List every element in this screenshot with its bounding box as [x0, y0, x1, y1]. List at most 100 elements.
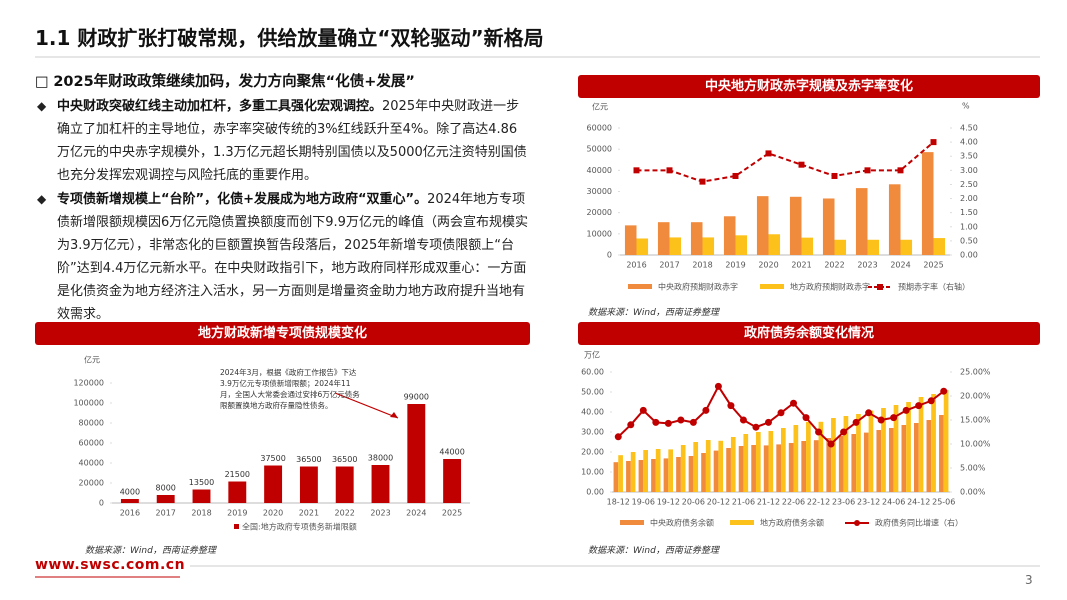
- y-tick-label: 30.00: [581, 428, 604, 437]
- legend-label: 全国:地方政府专项债务新增限额: [242, 522, 357, 532]
- bar: [690, 222, 703, 255]
- line-marker: [877, 416, 885, 424]
- bar: [914, 423, 919, 492]
- x-tick-label: 2016: [626, 261, 646, 270]
- x-tick-label: 2023: [370, 509, 390, 518]
- line-marker: [677, 416, 685, 424]
- bar: [921, 152, 934, 255]
- legend-swatch: [730, 520, 754, 525]
- value-label: 44000: [439, 448, 464, 457]
- section-text: 2025年财政政策继续加码，发力方向聚焦“化债+发展”: [53, 74, 415, 90]
- y-tick-label: 40.00: [581, 408, 604, 417]
- x-tick-label: 21-12: [757, 498, 780, 507]
- y2-tick-label: 4.00: [960, 138, 978, 147]
- bar: [680, 445, 686, 492]
- bar: [822, 198, 835, 255]
- x-tick-label: 18-12: [607, 498, 630, 507]
- line-marker: [802, 414, 810, 422]
- legend-label: 预期赤字率（右轴）: [898, 282, 970, 292]
- line-marker: [639, 406, 647, 414]
- y-tick-label: 60.00: [581, 368, 604, 377]
- bar: [371, 465, 390, 503]
- line-marker: [930, 139, 937, 146]
- chart-header: 中央地方财政赤字规模及赤字率变化: [578, 75, 1040, 98]
- bar: [756, 196, 769, 255]
- x-tick-label: 2017: [156, 509, 176, 518]
- bullet-bold: 中央财政突破红线主动加杠杆，多重工具强化宏观调控。: [57, 99, 383, 114]
- line-marker: [798, 161, 805, 168]
- bar: [768, 431, 774, 492]
- x-tick-label: 20-06: [682, 498, 705, 507]
- y-tick-label: 60000: [587, 124, 612, 133]
- bar: [705, 440, 711, 492]
- bar: [192, 489, 211, 503]
- x-tick-label: 2020: [263, 509, 283, 518]
- bar: [688, 456, 694, 492]
- x-tick-label: 2024: [890, 261, 910, 270]
- value-label: 37500: [260, 454, 285, 463]
- bar: [407, 404, 426, 503]
- bar: [881, 408, 886, 492]
- bar: [751, 445, 756, 492]
- bar: [718, 440, 724, 492]
- x-tick-label: 2019: [227, 509, 247, 518]
- y-unit: 亿元: [84, 355, 100, 365]
- bar: [789, 196, 802, 255]
- line-marker: [940, 387, 948, 395]
- line-marker: [732, 172, 739, 179]
- bar: [888, 184, 901, 255]
- line-marker: [764, 418, 772, 426]
- legend-swatch: [628, 284, 652, 289]
- bar: [888, 428, 894, 492]
- bar: [638, 460, 644, 492]
- line-marker: [752, 423, 760, 431]
- y-tick-label: 20000: [587, 208, 612, 217]
- y-tick-label: 0: [99, 499, 104, 508]
- line-marker: [627, 421, 635, 429]
- line-marker: [714, 382, 722, 390]
- bar: [856, 414, 861, 492]
- bar: [655, 449, 661, 492]
- line-marker: [702, 406, 710, 414]
- x-tick-label: 2016: [120, 509, 140, 518]
- source: 数据来源：Wind，西南证券整理: [85, 546, 216, 556]
- bar: [755, 432, 761, 492]
- x-tick-label: 24-12: [907, 498, 930, 507]
- y2-tick-label: 10.00%: [960, 440, 991, 449]
- y2-tick-label: 0.50: [960, 236, 978, 245]
- y-tick-label: 0: [607, 251, 612, 260]
- legend-marker: [854, 520, 860, 526]
- line-marker: [827, 440, 835, 448]
- bar: [793, 425, 799, 492]
- checkbox: □: [35, 74, 54, 90]
- y-tick-label: 100000: [73, 399, 104, 408]
- bullet-text: 2024年地方专项债新增限额规模因6万亿元隐债置换额度而创下9.9万亿元的峰值（…: [57, 192, 528, 322]
- y-tick-label: 50000: [587, 145, 612, 154]
- legend-label: 中央政府债务余额: [650, 518, 714, 528]
- legend-swatch: [620, 520, 644, 525]
- y2-tick-label: 15.00%: [960, 416, 991, 425]
- line-marker: [614, 433, 622, 441]
- y2-unit: %: [962, 102, 970, 111]
- value-label: 13500: [189, 478, 214, 487]
- line-marker: [864, 167, 871, 174]
- section-title: □ 2025年财政政策继续加码，发力方向聚焦“化债+发展”: [35, 70, 415, 91]
- x-tick-label: 2025: [442, 509, 462, 518]
- bar: [624, 225, 637, 255]
- bar: [657, 222, 670, 255]
- bar: [693, 442, 699, 492]
- value-label: 36500: [296, 455, 321, 464]
- legend-swatch: [234, 524, 239, 529]
- arrow-head: [390, 412, 398, 418]
- bar: [613, 462, 619, 492]
- line-marker: [890, 414, 898, 422]
- bar: [931, 394, 936, 492]
- x-tick-label: 19-12: [657, 498, 680, 507]
- line: [636, 141, 935, 183]
- y2-tick-label: 3.50: [960, 152, 978, 161]
- value-label: 38000: [368, 454, 393, 463]
- y2-tick-label: 25.00%: [960, 368, 991, 377]
- bar: [763, 445, 769, 492]
- bar: [730, 437, 736, 492]
- bar: [443, 459, 462, 503]
